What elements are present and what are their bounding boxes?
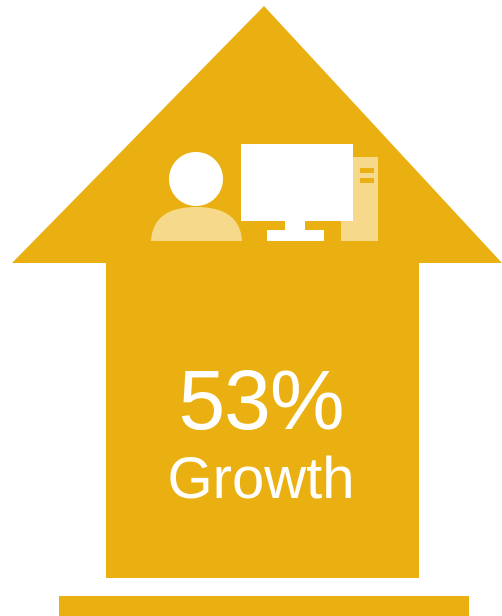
up-arrow-shape bbox=[12, 6, 502, 578]
person-body-icon bbox=[151, 207, 242, 241]
user-at-computer-icon bbox=[151, 144, 378, 241]
arrow-head bbox=[12, 6, 502, 578]
arrow-base-bar bbox=[59, 596, 469, 616]
growth-label: Growth bbox=[167, 446, 355, 511]
growth-percentage: 53% bbox=[178, 353, 344, 447]
person-head-icon bbox=[169, 152, 223, 206]
monitor-icon bbox=[241, 144, 353, 221]
